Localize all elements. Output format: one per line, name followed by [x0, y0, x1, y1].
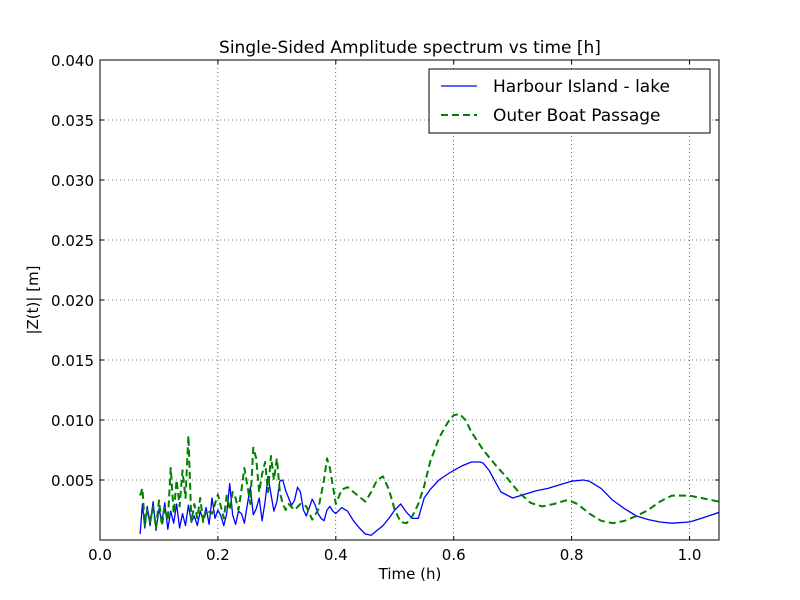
y-tick-label: 0.025 [51, 232, 94, 250]
y-tick-label: 0.005 [51, 472, 94, 490]
x-tick-label: 0.2 [206, 546, 230, 564]
x-tick-label: 0.0 [88, 546, 112, 564]
series-line-harbour-island-lake [139, 461, 719, 536]
y-tick-label: 0.040 [51, 52, 94, 70]
axis-ticks: 0.0 0.2 0.4 0.6 0.8 1.0 0.005 0.010 0.015 0.020 0.… [51, 52, 719, 564]
plot-series [139, 413, 719, 536]
y-tick-label: 0.030 [51, 172, 94, 190]
y-tick-label: 0.015 [51, 352, 94, 370]
legend: Harbour Island - lake Outer Boat Passage [428, 68, 711, 134]
y-axis-label: |Z(t)| [m] [24, 265, 42, 334]
y-tick-label: 0.020 [51, 292, 94, 310]
grid [100, 60, 719, 540]
y-tick-label: 0.010 [51, 412, 94, 430]
legend-label-outer-boat-passage: Outer Boat Passage [493, 106, 661, 126]
legend-label-harbour-island: Harbour Island - lake [493, 77, 670, 97]
chart-title: Single-Sided Amplitude spectrum vs time … [219, 38, 601, 58]
legend-box [428, 68, 711, 134]
x-tick-label: 0.6 [442, 546, 466, 564]
x-tick-label: 0.8 [560, 546, 584, 564]
x-tick-label: 0.4 [324, 546, 348, 564]
x-axis-label: Time (h) [378, 565, 442, 583]
x-tick-label: 1.0 [678, 546, 702, 564]
y-tick-label: 0.035 [51, 112, 94, 130]
